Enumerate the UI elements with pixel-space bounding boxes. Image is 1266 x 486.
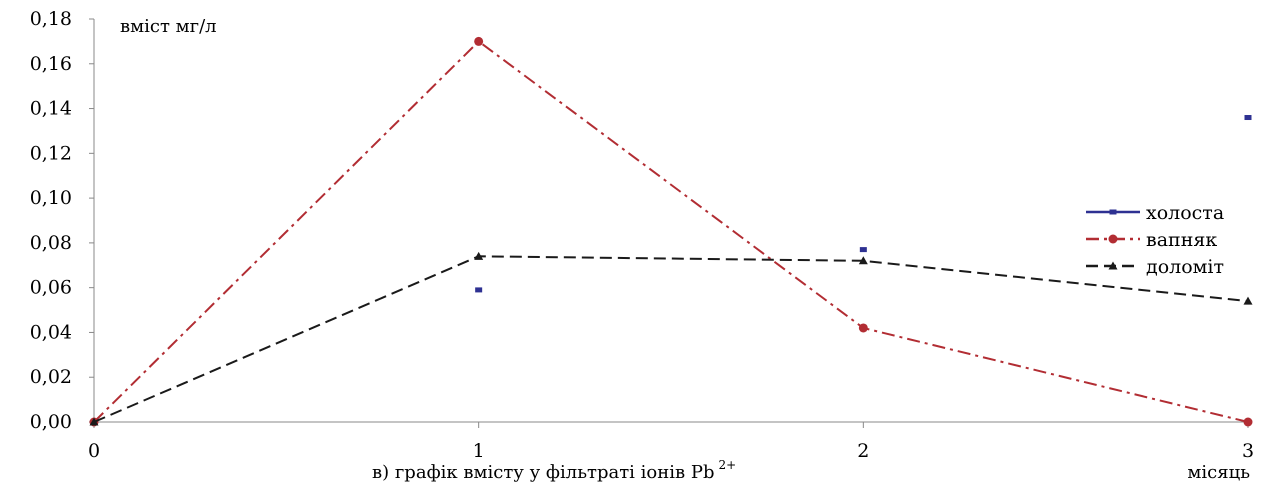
legend-label: доломіт xyxy=(1146,256,1224,278)
legend-item: доломіт xyxy=(1086,256,1224,278)
data-point xyxy=(1243,417,1253,427)
x-axis-label-superscript: 2+ xyxy=(719,458,737,472)
data-point xyxy=(858,256,868,265)
series-2 xyxy=(89,36,1253,427)
series-line xyxy=(93,255,1249,423)
y-tick-label: 0,18 xyxy=(30,8,72,30)
legend-label: холоста xyxy=(1146,202,1224,224)
x-axis-label: в) графік вмісту у фільтраті іонів Pb 2+ xyxy=(372,458,736,483)
x-tick-label: 2 xyxy=(857,440,869,462)
y-axis-label: вміст мг/л xyxy=(120,16,217,37)
data-point xyxy=(89,417,99,426)
legend-item: вапняк xyxy=(1086,229,1217,251)
legend-item: холоста xyxy=(1086,202,1224,224)
series-1 xyxy=(90,115,1252,425)
data-point xyxy=(1244,115,1252,121)
x-unit-label: місяць xyxy=(1187,462,1250,483)
data-point xyxy=(1243,296,1253,305)
data-point xyxy=(1108,234,1118,244)
data-point xyxy=(859,247,867,253)
y-tick-label: 0,16 xyxy=(30,53,72,75)
ticks: 0,00 0,02 0,04 0,06 0,08 0,10 0,12 0,14 0,16 0,18… xyxy=(30,8,1254,462)
x-tick-label: 3 xyxy=(1242,440,1254,462)
legend-label: вапняк xyxy=(1146,229,1217,251)
data-point xyxy=(858,323,868,333)
series-layer xyxy=(89,36,1253,427)
y-tick-label: 0,08 xyxy=(30,232,72,254)
data-point xyxy=(1108,261,1118,270)
data-point xyxy=(474,36,484,46)
x-axis-label-text: в) графік вмісту у фільтраті іонів Pb xyxy=(372,462,715,483)
y-tick-label: 0,10 xyxy=(30,187,72,209)
legend: холоста вапняк доломіт xyxy=(1086,202,1224,278)
y-tick-label: 0,00 xyxy=(30,411,72,433)
x-tick-label: 0 xyxy=(88,440,100,462)
data-point xyxy=(474,251,484,260)
y-tick-label: 0,06 xyxy=(30,277,72,299)
axes xyxy=(93,19,1248,423)
x-tick-label: 1 xyxy=(473,440,485,462)
data-point xyxy=(1109,209,1117,215)
series-line xyxy=(93,40,1249,423)
series-3 xyxy=(89,251,1253,426)
y-tick-label: 0,04 xyxy=(30,321,72,343)
y-tick-label: 0,14 xyxy=(30,98,72,120)
y-tick-label: 0,12 xyxy=(30,142,72,164)
y-tick-label: 0,02 xyxy=(30,366,72,388)
data-point xyxy=(475,287,483,293)
